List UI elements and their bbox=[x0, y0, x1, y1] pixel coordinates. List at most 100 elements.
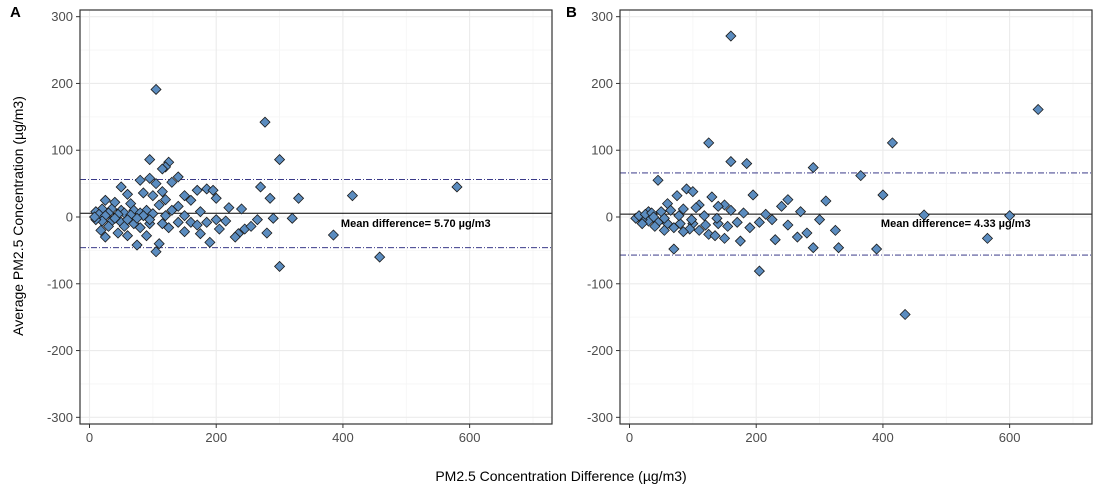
data-point bbox=[744, 222, 756, 234]
data-point bbox=[150, 178, 162, 190]
y-tick-label: 100 bbox=[591, 143, 613, 158]
y-tick-label: 0 bbox=[606, 210, 613, 225]
data-point bbox=[264, 192, 276, 204]
data-point bbox=[734, 235, 746, 247]
data-point bbox=[147, 190, 159, 202]
data-point bbox=[166, 176, 178, 188]
y-tick-label: 200 bbox=[51, 76, 73, 91]
data-point bbox=[194, 228, 206, 240]
data-point bbox=[649, 220, 661, 232]
data-point bbox=[235, 203, 248, 215]
data-point bbox=[833, 242, 845, 254]
data-point bbox=[131, 212, 143, 224]
data-point bbox=[144, 172, 156, 184]
y-tick-label: -300 bbox=[587, 410, 613, 425]
data-point bbox=[794, 206, 807, 218]
data-point bbox=[766, 214, 778, 226]
data-point bbox=[259, 116, 271, 128]
data-point bbox=[178, 210, 191, 222]
data-point bbox=[725, 30, 737, 42]
y-tick-label: 100 bbox=[51, 143, 73, 158]
y-tick-label: -200 bbox=[587, 343, 613, 358]
data-point bbox=[677, 226, 689, 238]
data-point bbox=[327, 229, 339, 241]
data-point bbox=[706, 191, 718, 203]
data-point bbox=[671, 190, 683, 202]
data-point bbox=[293, 192, 305, 204]
data-point bbox=[210, 192, 222, 204]
data-point bbox=[769, 234, 781, 246]
y-tick-label: -300 bbox=[47, 410, 73, 425]
data-point bbox=[150, 246, 162, 258]
data-point bbox=[112, 227, 124, 239]
data-point bbox=[668, 243, 680, 255]
x-tick-label: 200 bbox=[205, 430, 227, 445]
data-point bbox=[89, 211, 101, 223]
y-tick-label: 200 bbox=[591, 76, 613, 91]
panel-b-plot: Mean difference= 4.33 µg/m3 0 200 400 600 -30… bbox=[566, 4, 1093, 445]
data-point bbox=[102, 220, 115, 232]
data-point bbox=[753, 265, 765, 277]
y-tick-label: 300 bbox=[591, 9, 613, 24]
data-point bbox=[251, 214, 263, 226]
data-point bbox=[753, 216, 765, 228]
data-point bbox=[178, 190, 191, 202]
data-point bbox=[153, 238, 165, 250]
data-point bbox=[686, 214, 698, 226]
data-point bbox=[137, 187, 149, 199]
data-point bbox=[207, 184, 219, 196]
data-point bbox=[747, 189, 759, 201]
data-point bbox=[665, 204, 677, 216]
data-point bbox=[185, 194, 197, 206]
data-point bbox=[223, 202, 235, 214]
data-point bbox=[668, 222, 680, 234]
data-point bbox=[156, 186, 168, 198]
data-point bbox=[775, 200, 788, 212]
data-point bbox=[99, 194, 111, 206]
data-point bbox=[159, 194, 172, 206]
y-tick-label: -200 bbox=[47, 343, 73, 358]
data-point bbox=[918, 209, 930, 221]
data-point bbox=[677, 203, 689, 215]
data-point bbox=[134, 174, 146, 186]
data-point bbox=[712, 200, 724, 212]
data-point bbox=[791, 231, 803, 243]
data-point bbox=[201, 216, 213, 228]
data-point bbox=[286, 212, 298, 224]
data-point bbox=[690, 202, 702, 214]
data-point bbox=[374, 251, 386, 263]
y-tick-label: -100 bbox=[47, 276, 73, 291]
data-point bbox=[725, 204, 737, 216]
x-tick-label: 0 bbox=[86, 430, 93, 445]
data-point bbox=[121, 214, 134, 226]
x-tick-label: 400 bbox=[872, 430, 894, 445]
data-point bbox=[166, 204, 178, 216]
panel-tag: A bbox=[10, 4, 21, 21]
data-point bbox=[722, 220, 734, 232]
data-point bbox=[99, 231, 111, 243]
data-point bbox=[163, 222, 175, 234]
panel-a-plot: Mean difference= 5.70 µg/m3 0 200 400 600 -30… bbox=[10, 4, 553, 445]
data-point bbox=[648, 211, 660, 223]
data-point bbox=[95, 224, 107, 236]
data-point bbox=[121, 230, 134, 242]
data-point bbox=[829, 224, 841, 236]
data-point bbox=[886, 137, 898, 149]
data-point bbox=[210, 214, 222, 226]
data-point bbox=[274, 260, 286, 272]
data-point bbox=[711, 212, 723, 224]
data-point bbox=[658, 212, 670, 224]
mean-difference-annotation: Mean difference= 4.33 µg/m3 bbox=[881, 218, 1031, 230]
data-point bbox=[178, 226, 191, 238]
mean-difference-annotation: Mean difference= 5.70 µg/m3 bbox=[341, 218, 491, 230]
data-point bbox=[451, 181, 463, 193]
x-tick-label: 600 bbox=[999, 430, 1021, 445]
x-tick-label: 400 bbox=[332, 430, 354, 445]
data-point bbox=[156, 163, 168, 175]
data-point bbox=[871, 243, 883, 255]
data-point bbox=[687, 186, 699, 198]
data-point bbox=[220, 215, 232, 227]
data-point bbox=[229, 231, 241, 243]
data-point bbox=[121, 188, 134, 200]
data-point bbox=[693, 224, 705, 236]
